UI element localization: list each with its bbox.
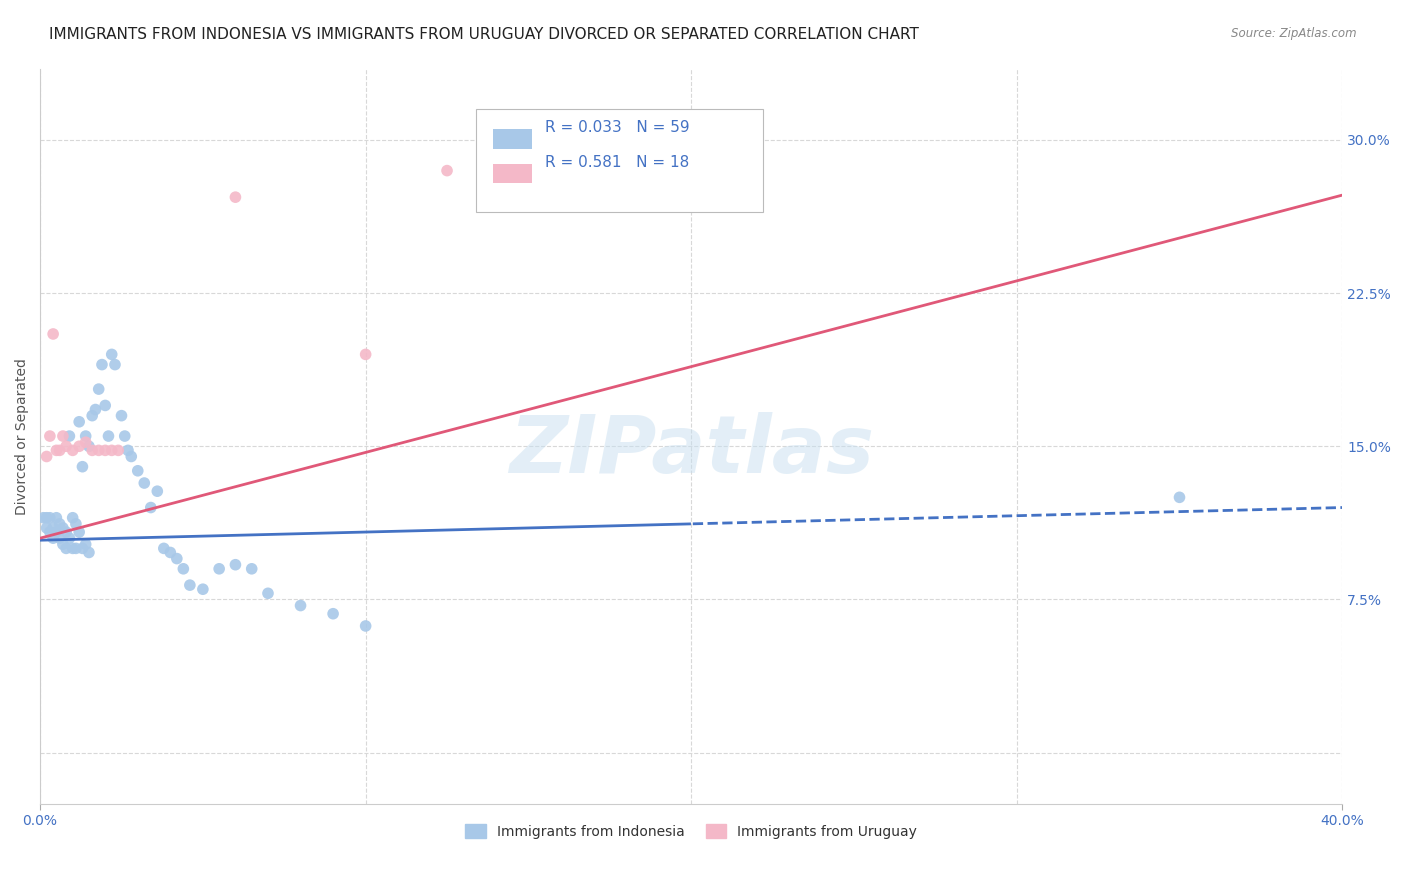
Point [139, 500, 162, 515]
Point [35, 510, 58, 524]
Point [257, 586, 280, 600]
Point [45, 524, 67, 539]
Point [179, 578, 201, 592]
Point [42, 531, 65, 545]
Point [94, 443, 117, 458]
Point [104, 358, 127, 372]
Point [42, 326, 65, 341]
Point [58, 429, 80, 443]
Point [45, 443, 67, 458]
Point [159, 545, 181, 559]
Point [436, 163, 458, 178]
Point [52, 429, 75, 443]
Text: R = 0.033   N = 59: R = 0.033 N = 59 [546, 120, 690, 135]
Point [72, 541, 94, 556]
Point [172, 562, 194, 576]
Point [75, 435, 97, 450]
Text: ZIPatlas: ZIPatlas [509, 412, 873, 490]
Point [87, 382, 110, 396]
Point [94, 399, 117, 413]
Point [82, 443, 104, 458]
Point [38, 510, 60, 524]
FancyBboxPatch shape [477, 109, 763, 212]
Point [58, 531, 80, 545]
Point [67, 524, 90, 539]
Point [67, 415, 90, 429]
Point [38, 429, 60, 443]
Text: IMMIGRANTS FROM INDONESIA VS IMMIGRANTS FROM URUGUAY DIVORCED OR SEPARATED CORRE: IMMIGRANTS FROM INDONESIA VS IMMIGRANTS … [49, 27, 920, 42]
Text: Source: ZipAtlas.com: Source: ZipAtlas.com [1232, 27, 1357, 40]
Point [100, 347, 122, 361]
Point [62, 510, 84, 524]
Point [62, 443, 84, 458]
Point [84, 402, 107, 417]
Point [55, 439, 77, 453]
Legend: Immigrants from Indonesia, Immigrants from Uruguay: Immigrants from Indonesia, Immigrants fr… [460, 819, 922, 845]
Point [48, 443, 70, 458]
Point [77, 545, 100, 559]
Point [107, 443, 129, 458]
Point [35, 450, 58, 464]
Point [100, 443, 122, 458]
Point [191, 582, 214, 597]
Point [153, 541, 176, 556]
Point [52, 521, 75, 535]
Point [146, 484, 169, 499]
Point [134, 476, 156, 491]
Point [354, 619, 377, 633]
Point [45, 510, 67, 524]
Point [52, 537, 75, 551]
Point [65, 541, 87, 556]
Point [55, 541, 77, 556]
Point [42, 521, 65, 535]
Point [1168, 491, 1191, 505]
FancyBboxPatch shape [494, 129, 533, 149]
Point [208, 562, 231, 576]
Point [120, 450, 142, 464]
Point [35, 521, 58, 535]
Point [110, 409, 132, 423]
Point [224, 190, 246, 204]
Point [322, 607, 344, 621]
Point [354, 347, 377, 361]
Point [127, 464, 149, 478]
Point [117, 443, 139, 458]
Point [224, 558, 246, 572]
Point [67, 439, 90, 453]
Point [55, 524, 77, 539]
Point [48, 516, 70, 531]
Point [240, 562, 263, 576]
Point [75, 537, 97, 551]
FancyBboxPatch shape [494, 163, 533, 183]
Point [166, 551, 188, 566]
Point [82, 409, 104, 423]
Point [75, 429, 97, 443]
Point [65, 516, 87, 531]
Point [72, 459, 94, 474]
Point [32, 510, 55, 524]
Point [62, 541, 84, 556]
Point [91, 358, 114, 372]
Text: R = 0.581   N = 18: R = 0.581 N = 18 [546, 155, 689, 170]
Point [290, 599, 312, 613]
Point [38, 524, 60, 539]
Point [77, 439, 100, 453]
Point [87, 443, 110, 458]
Point [114, 429, 136, 443]
Point [97, 429, 120, 443]
Point [48, 531, 70, 545]
Y-axis label: Divorced or Separated: Divorced or Separated [15, 358, 30, 515]
